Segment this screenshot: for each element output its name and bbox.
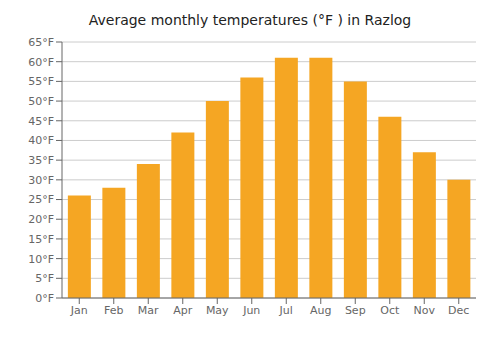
svg-text:55°F: 55°F [28, 75, 54, 88]
svg-text:35°F: 35°F [28, 154, 54, 167]
svg-text:Feb: Feb [104, 304, 123, 317]
svg-text:10°F: 10°F [28, 253, 54, 266]
svg-text:50°F: 50°F [28, 95, 54, 108]
svg-text:25°F: 25°F [28, 193, 54, 206]
svg-text:Apr: Apr [173, 304, 193, 317]
svg-text:60°F: 60°F [28, 56, 54, 69]
svg-text:Mar: Mar [138, 304, 159, 317]
svg-text:Nov: Nov [414, 304, 436, 317]
svg-text:Jun: Jun [242, 304, 260, 317]
svg-text:15°F: 15°F [28, 233, 54, 246]
svg-text:Oct: Oct [380, 304, 400, 317]
svg-text:45°F: 45°F [28, 115, 54, 128]
svg-text:Jul: Jul [279, 304, 293, 317]
svg-text:65°F: 65°F [28, 36, 54, 49]
svg-text:5°F: 5°F [35, 272, 54, 285]
svg-text:Aug: Aug [310, 304, 331, 317]
svg-text:20°F: 20°F [28, 213, 54, 226]
svg-text:0°F: 0°F [35, 292, 54, 305]
svg-text:Sep: Sep [345, 304, 366, 317]
html-text:Average monthly temperatures (: Average monthly temperatures (°F ) in Ra… [88, 12, 412, 28]
svg-text:Dec: Dec [448, 304, 469, 317]
svg-text:30°F: 30°F [28, 174, 54, 187]
svg-text:Jan: Jan [70, 304, 88, 317]
svg-text:May: May [206, 304, 229, 317]
svg-text:40°F: 40°F [28, 134, 54, 147]
